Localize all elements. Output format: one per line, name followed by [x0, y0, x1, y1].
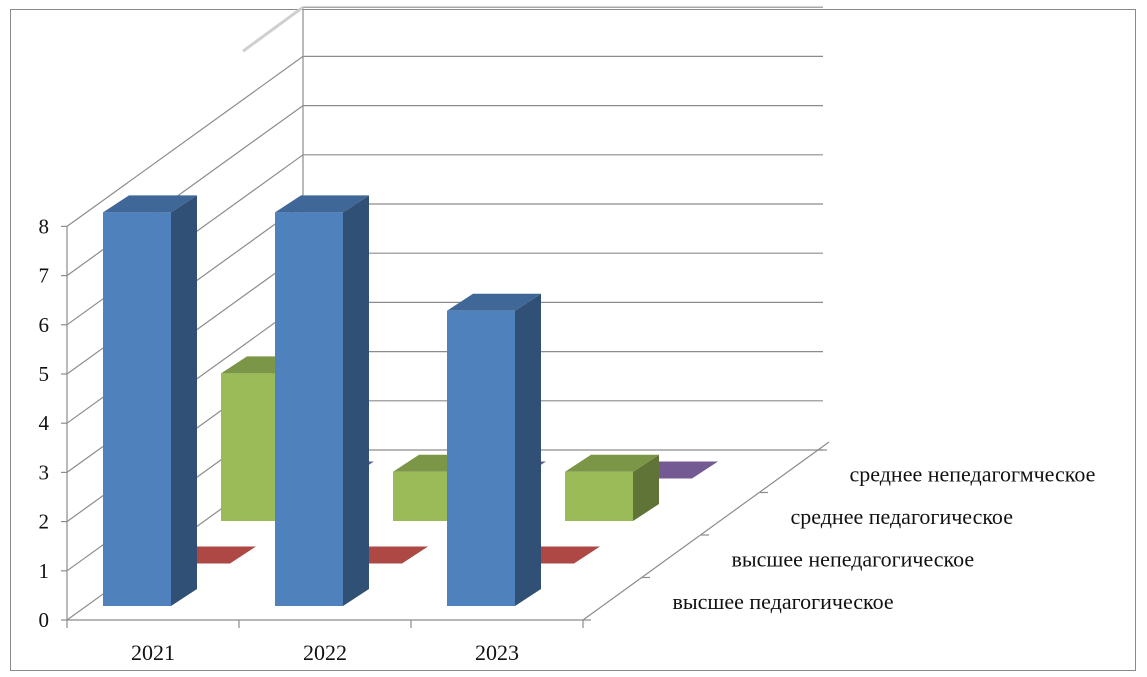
series-label: среднее педагогическое: [791, 504, 1013, 529]
bar-side: [171, 195, 197, 606]
bar-2-0: [447, 293, 541, 606]
series-label: среднее непедагогмческое: [850, 461, 1096, 486]
y-tick-label: 5: [39, 362, 50, 386]
y-tick-label: 2: [39, 510, 50, 534]
y-axis-ticks: 0 1 2 3 4 5 6 7 8: [39, 214, 67, 632]
side-gridline: [66, 55, 304, 227]
bar-front: [565, 471, 633, 521]
y-tick-label: 7: [39, 264, 50, 288]
bar-1-0: [275, 195, 369, 606]
y-tick-label: 3: [39, 460, 50, 484]
bar-side: [633, 454, 659, 521]
bar-side: [515, 293, 541, 606]
series-label: высшее педагогическое: [673, 589, 894, 614]
bar-top: [447, 293, 541, 311]
bar-0-0: [103, 195, 197, 606]
series-labels: высшее педагогическое высшее непедагогиче…: [583, 449, 1096, 621]
x-axis-ticks: 2021 2022 2023: [66, 620, 584, 665]
x-tick-label: 2021: [131, 640, 175, 665]
bar-top: [565, 454, 659, 472]
y-tick-label: 8: [39, 214, 50, 238]
y-tick-label: 4: [39, 411, 50, 435]
y-tick-label: 0: [39, 608, 50, 632]
bar-front: [275, 212, 343, 606]
y-tick-label: 1: [39, 559, 50, 583]
side-gridline: [242, 5, 304, 53]
bar-front: [447, 310, 515, 606]
wall-pad: [67, 7, 303, 226]
bars: [103, 195, 718, 606]
bar-top: [275, 195, 369, 213]
bar-front: [103, 212, 171, 606]
bar-side: [343, 195, 369, 606]
depth-axis-line: [582, 441, 830, 621]
bar-top: [103, 195, 197, 213]
x-tick-label: 2023: [475, 640, 519, 665]
y-tick-label: 6: [39, 313, 50, 337]
bar-2-2: [565, 454, 659, 521]
x-tick-label: 2022: [303, 640, 347, 665]
series-label: высшее непедагогическое: [732, 546, 975, 571]
